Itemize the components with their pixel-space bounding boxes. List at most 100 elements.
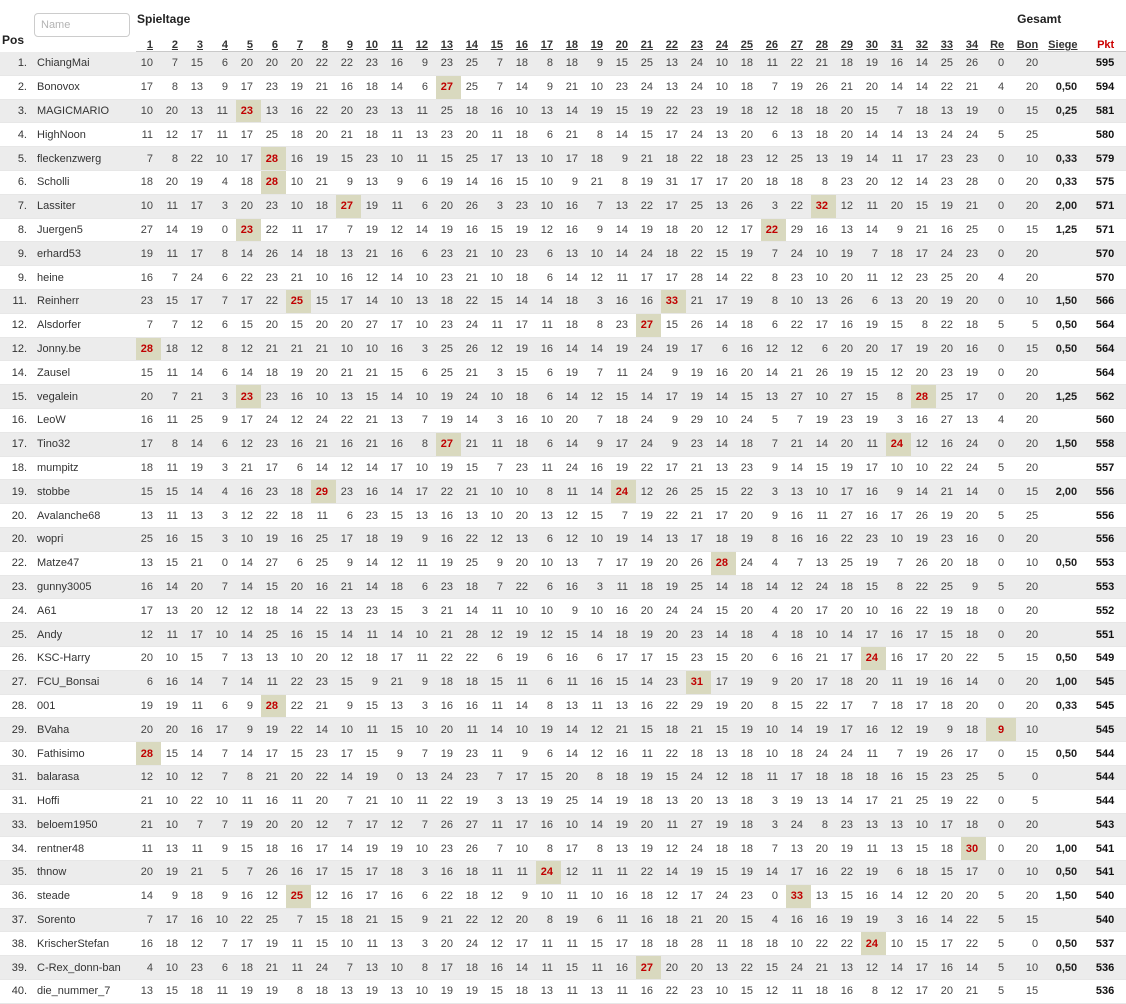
siege-column-header[interactable]: Siege <box>1048 29 1090 52</box>
day-score-cell: 20 <box>811 836 836 862</box>
day-column-link: 9 <box>346 39 353 51</box>
bon-cell: 10 <box>1016 146 1049 171</box>
day-column-header[interactable]: 30 <box>861 29 886 52</box>
day-column-header[interactable]: 31 <box>886 29 911 52</box>
day-score-cell: 11 <box>211 99 236 124</box>
day-column-header[interactable]: 2 <box>161 29 186 52</box>
re-column-header[interactable]: Re <box>986 29 1017 52</box>
day-column-header[interactable]: 26 <box>761 29 786 52</box>
day-score-cell: 11 <box>486 313 511 338</box>
day-score-cell: 20 <box>236 194 261 219</box>
day-score-cell: 19 <box>936 789 961 814</box>
day-column-header[interactable]: 19 <box>586 29 611 52</box>
day-score-cell: 13 <box>886 289 911 314</box>
table-row: 30. Fathisimo 28 15 14 7 14 17 15 23 17 15 9 7 19 23 11 9… <box>0 741 1126 766</box>
day-column-header[interactable]: 6 <box>261 29 286 52</box>
day-column-header[interactable]: 11 <box>386 29 411 52</box>
day-column-header[interactable]: 20 <box>611 29 636 52</box>
day-column-header[interactable]: 24 <box>711 29 736 52</box>
day-column-header[interactable]: 34 <box>961 29 987 52</box>
day-score-cell: 13 <box>186 99 211 124</box>
day-column-header[interactable]: 4 <box>211 29 236 52</box>
day-column-header[interactable]: 5 <box>236 29 261 52</box>
day-score-cell: 8 <box>536 836 561 862</box>
day-score-cell: 18 <box>936 694 961 719</box>
day-score-cell: 27 <box>686 813 711 838</box>
day-column-header[interactable]: 18 <box>561 29 586 52</box>
day-score-cell: 14 <box>236 551 261 576</box>
day-score-cell: 24 <box>786 241 811 267</box>
re-cell: 9 <box>986 717 1017 743</box>
day-column-header[interactable]: 17 <box>536 29 561 52</box>
day-score-cell: 17 <box>561 146 586 171</box>
day-column-header[interactable]: 29 <box>836 29 861 52</box>
day-column-header[interactable]: 33 <box>936 29 961 52</box>
day-score-cell: 19 <box>836 146 861 171</box>
day-score-cell: 14 <box>911 479 936 505</box>
day-score-cell: 28 <box>136 741 161 766</box>
day-score-cell: 19 <box>786 789 811 814</box>
day-column-header[interactable]: 28 <box>811 29 836 52</box>
day-score-cell: 24 <box>636 75 661 100</box>
day-score-cell: 25 <box>786 146 811 171</box>
day-column-header[interactable]: 3 <box>186 29 211 52</box>
day-score-cell: 20 <box>286 51 311 76</box>
pkt-column-header[interactable]: Pkt <box>1089 29 1126 52</box>
day-column-header[interactable]: 15 <box>486 29 511 52</box>
day-column-header[interactable]: 21 <box>636 29 661 52</box>
day-score-cell: 18 <box>761 931 786 957</box>
day-score-cell: 18 <box>836 51 861 76</box>
day-score-cell: 16 <box>186 717 211 743</box>
day-column-header[interactable]: 25 <box>736 29 761 52</box>
day-score-cell: 19 <box>686 860 711 885</box>
day-column-header[interactable]: 22 <box>661 29 686 52</box>
day-score-cell: 11 <box>161 194 186 219</box>
day-score-cell: 11 <box>261 670 286 695</box>
day-column-header[interactable]: 8 <box>311 29 336 52</box>
siege-cell <box>1048 765 1090 790</box>
day-score-cell: 9 <box>336 170 361 195</box>
day-score-cell: 26 <box>811 360 836 386</box>
day-score-cell: 16 <box>811 218 836 243</box>
day-score-cell: 25 <box>561 789 586 814</box>
bon-column-header[interactable]: Bon <box>1016 29 1049 52</box>
name-cell: Reinherr <box>32 289 136 314</box>
day-score-cell: 14 <box>836 622 861 647</box>
name-filter-input[interactable] <box>34 13 130 38</box>
day-column-header[interactable]: 32 <box>911 29 936 52</box>
day-score-cell: 26 <box>686 313 711 338</box>
day-score-cell: 21 <box>786 360 811 386</box>
day-column-header[interactable]: 13 <box>436 29 461 52</box>
re-cell: 0 <box>986 836 1017 862</box>
day-column-header[interactable]: 1 <box>136 29 161 52</box>
day-column-header[interactable]: 14 <box>461 29 486 52</box>
day-score-cell: 20 <box>736 598 761 624</box>
day-column-header[interactable]: 12 <box>411 29 436 52</box>
day-score-cell: 18 <box>661 908 686 933</box>
day-column-header[interactable]: 10 <box>361 29 386 52</box>
day-score-cell: 17 <box>236 122 261 148</box>
table-body: 1. ChiangMai 10 7 15 6 20 20 20 22 22 23 16 9 23 25 7 18 8… <box>0 51 1126 1004</box>
day-column-header[interactable]: 16 <box>511 29 536 52</box>
day-column-header[interactable]: 23 <box>686 29 711 52</box>
day-score-cell: 24 <box>961 432 987 457</box>
day-score-cell: 28 <box>686 265 711 290</box>
day-column-header[interactable]: 27 <box>786 29 811 52</box>
day-score-cell: 13 <box>386 979 411 1004</box>
day-column-link: 8 <box>321 39 328 51</box>
pkt-cell: 545 <box>1089 670 1126 695</box>
day-column-header[interactable]: 9 <box>336 29 361 52</box>
day-score-cell: 14 <box>161 218 186 243</box>
day-score-cell: 9 <box>411 51 436 76</box>
day-score-cell: 13 <box>386 99 411 124</box>
day-score-cell: 16 <box>436 694 461 719</box>
day-score-cell: 22 <box>936 456 961 481</box>
pkt-cell: 549 <box>1089 646 1126 671</box>
day-score-cell: 13 <box>386 694 411 719</box>
name-cell: Hoffi <box>32 789 136 814</box>
day-score-cell: 18 <box>661 931 686 957</box>
day-score-cell: 19 <box>436 551 461 576</box>
pkt-cell: 544 <box>1089 765 1126 790</box>
day-column-header[interactable]: 7 <box>286 29 311 52</box>
day-column-link: 17 <box>540 39 553 51</box>
